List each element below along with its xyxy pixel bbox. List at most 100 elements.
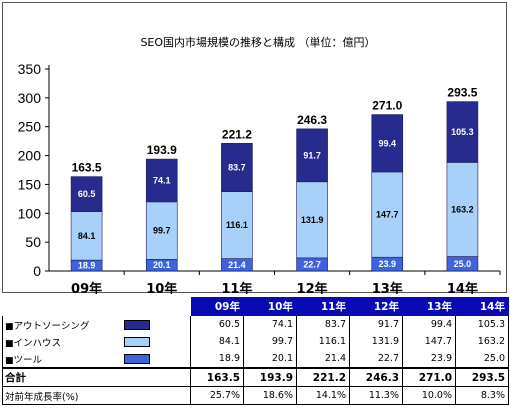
bar-segment (371, 114, 404, 173)
segment-value-label: 74.1 (153, 175, 171, 185)
bar-total-label: 163.5 (72, 161, 102, 175)
segment-value-label: 105.3 (451, 127, 474, 137)
series-label: アウトソーシング (13, 320, 90, 332)
chart-frame: SEO国内市場規模の推移と構成 （単位：億円） 0 50 100 150 200 250 30… (2, 2, 507, 294)
y-tick-label: 350 (18, 61, 42, 77)
segment-value-label: 18.9 (78, 261, 96, 271)
total-cell: 271.0 (402, 367, 456, 387)
total-label: 合計 (2, 367, 191, 387)
bar-total-label: 221.2 (222, 127, 252, 141)
y-tick-label: 200 (18, 148, 42, 164)
table-row: ■アウトソーシング 60.5 74.1 83.7 91.7 99.4 105.3 (2, 315, 509, 333)
segment-value-label: 84.1 (78, 231, 96, 241)
legend-swatch (123, 336, 150, 347)
bar-segment (446, 101, 479, 163)
table-header-cell: 12年 (349, 297, 403, 316)
table-cell: 21.4 (296, 350, 350, 368)
bar-total-label: 293.5 (447, 86, 477, 100)
series-label-cell: ■アウトソーシング (2, 315, 121, 333)
bar-total-label: 271.0 (372, 99, 402, 113)
table-cell: 105.3 (455, 315, 509, 333)
bar-segment (145, 201, 178, 260)
growth-cell: 10.0% (402, 386, 456, 405)
bar-segment (371, 171, 404, 258)
bar-total-label: 246.3 (297, 113, 327, 127)
table-cell: 74.1 (243, 315, 297, 333)
total-cell: 293.5 (455, 367, 509, 387)
growth-cell: 8.3% (455, 386, 509, 405)
y-tick-label: 0 (33, 263, 41, 279)
x-category-label: 10年 (146, 281, 177, 294)
table-header-cell: 09年 (190, 297, 244, 316)
legend-swatch (123, 319, 150, 330)
bar-segment (70, 176, 103, 212)
segment-value-label: 83.7 (228, 162, 246, 172)
growth-cell: 18.6% (243, 386, 297, 405)
x-category-label: 11年 (221, 281, 252, 294)
table-cell: 22.7 (349, 350, 403, 368)
segment-value-label: 25.0 (454, 259, 472, 269)
segment-value-label: 99.4 (378, 138, 396, 148)
x-category-label: 09年 (71, 281, 102, 294)
segment-value-label: 163.2 (451, 204, 474, 214)
table-cell: 18.9 (190, 350, 244, 368)
table-header-cell: 13年 (402, 297, 456, 316)
segment-value-label: 22.7 (303, 259, 321, 269)
x-category-label: 13年 (372, 281, 403, 294)
series-label-cell: ■インハウス (2, 333, 121, 350)
table-cell: 163.2 (455, 333, 509, 350)
total-cell: 221.2 (296, 367, 350, 387)
bar-total-label: 193.9 (147, 143, 177, 157)
bullet-marker: ■ (5, 355, 14, 366)
bullet-marker: ■ (5, 321, 14, 332)
data-table: 09年 10年 11年 12年 13年 14年 ■アウトソーシング 60.5 74.1 83.7 9… (2, 297, 509, 405)
table-cell: 99.7 (243, 333, 297, 350)
table-header-cell: 10年 (243, 297, 297, 316)
bar-segment (296, 128, 328, 183)
x-category-label: 12年 (297, 281, 328, 294)
series-label: インハウス (13, 337, 62, 349)
y-tick-label: 50 (25, 234, 41, 250)
table-header-cell: 11年 (296, 297, 350, 316)
table-header-row: 09年 10年 11年 12年 13年 14年 (2, 297, 509, 316)
segment-value-label: 147.7 (376, 210, 399, 220)
table-cell: 116.1 (296, 333, 350, 350)
y-tick-label: 300 (18, 90, 42, 106)
table-cell: 99.4 (402, 315, 456, 333)
growth-label: 対前年成長率(%) (2, 386, 191, 405)
segment-value-label: 116.1 (226, 220, 248, 230)
bar-segment (70, 211, 103, 261)
chart-title: SEO国内市場規模の推移と構成 （単位：億円） (140, 35, 375, 49)
stacked-bar-chart: SEO国内市場規模の推移と構成 （単位：億円） 0 50 100 150 200 250 30… (18, 35, 501, 294)
table-cell: 25.0 (455, 350, 509, 368)
total-cell: 193.9 (243, 367, 297, 387)
table-row: ■ツール 18.9 20.1 21.4 22.7 23.9 25.0 (2, 350, 509, 368)
segment-value-label: 21.4 (228, 260, 246, 270)
table-cell: 84.1 (190, 333, 244, 350)
table-cell: 147.7 (402, 333, 456, 350)
table-cell: 20.1 (243, 350, 297, 368)
bar-segment (296, 181, 328, 259)
table-growth-row: 対前年成長率(%) 25.7% 18.6% 14.1% 11.3% 10.0% 8.3% (2, 386, 509, 405)
segment-value-label: 20.1 (153, 260, 171, 270)
segment-value-label: 91.7 (303, 150, 321, 160)
segment-value-label: 99.7 (153, 226, 171, 236)
bar-segment (446, 162, 479, 257)
bar-segment (145, 158, 178, 203)
total-cell: 246.3 (349, 367, 403, 387)
table-row: ■インハウス 84.1 99.7 116.1 131.9 147.7 163.2 (2, 333, 509, 350)
bullet-marker: ■ (5, 338, 14, 349)
table-cell: 23.9 (402, 350, 456, 368)
legend-swatch-cell (120, 315, 191, 333)
table-corner (2, 297, 191, 316)
total-cell: 163.5 (190, 367, 244, 387)
segment-value-label: 60.5 (78, 189, 96, 199)
legend-swatch-cell (120, 333, 191, 350)
series-label: ツール (13, 354, 43, 366)
bar-segment (221, 143, 253, 192)
legend-swatch-cell (120, 350, 191, 368)
growth-cell: 14.1% (296, 386, 350, 405)
y-tick-label: 150 (18, 176, 42, 192)
table-cell: 91.7 (349, 315, 403, 333)
legend-swatch (123, 353, 150, 364)
